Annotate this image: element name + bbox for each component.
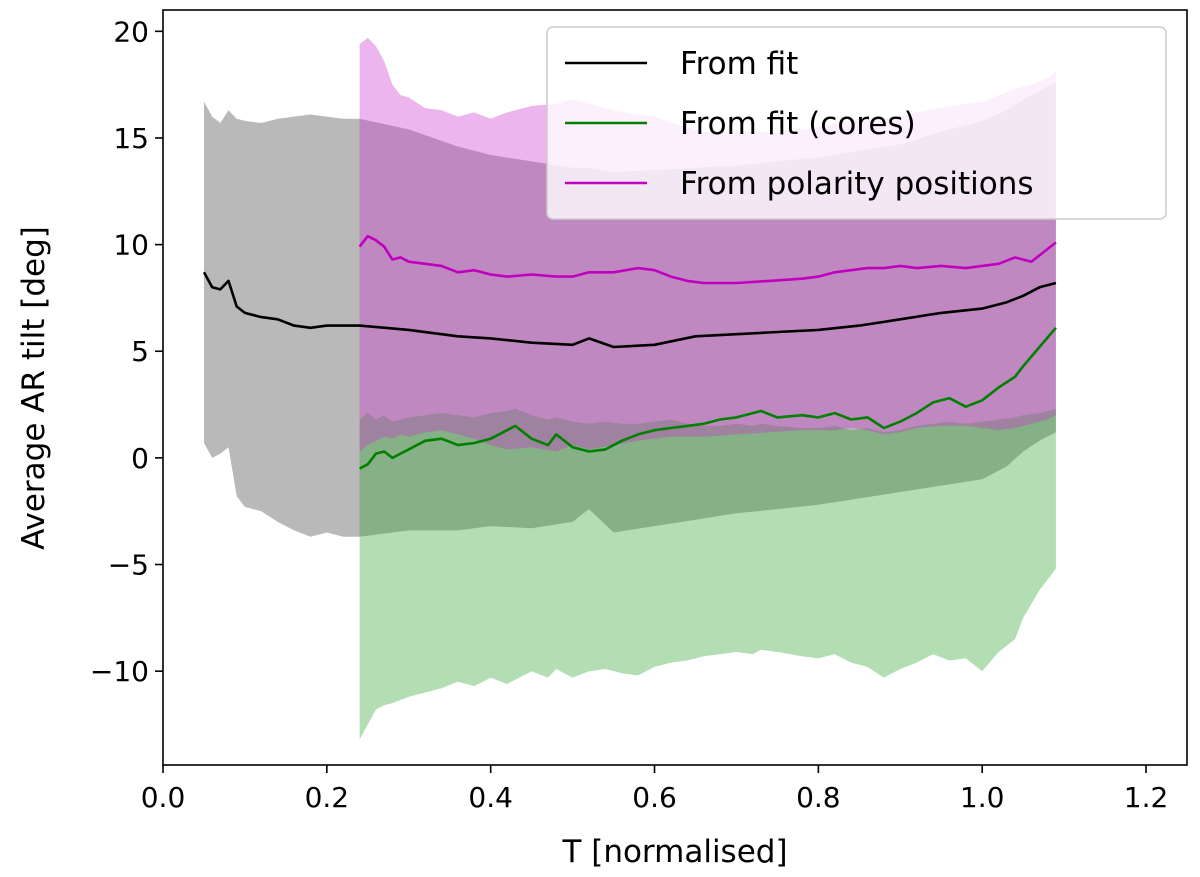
y-tick-label: 15 [113,122,149,155]
y-tick-label: 5 [131,335,149,368]
x-tick-label: 0.6 [632,781,677,814]
y-tick-label: 20 [113,15,149,48]
line-from-polarity-positions [358,234,1057,285]
legend-label-from-fit-cores: From fit (cores) [680,106,916,142]
x-tick-label: 1.0 [960,781,1005,814]
x-axis-label: T [normalised] [561,834,787,870]
legend-label-from-polarity-positions: From polarity positions [680,166,1034,202]
x-tick-label: 1.2 [1124,781,1169,814]
plot-frame [162,9,1188,766]
y-tick-label: 0 [131,442,149,475]
y-tick-label: −10 [90,655,149,688]
x-axis-ticks: 0.0 0.2 0.4 0.6 0.8 1.0 1.2 [141,765,1169,814]
y-tick-label: 10 [113,229,149,262]
y-tick-label: −5 [108,549,149,582]
legend-box [546,26,1167,220]
x-tick-label: 0.4 [468,781,513,814]
line-from-fit [202,271,1057,349]
legend-label-from-fit: From fit [680,46,798,82]
line-from-fit-cores [359,326,1057,470]
x-tick-label: 0.2 [305,781,350,814]
legend-items: From fit From fit (cores) From polarity po… [565,46,1034,202]
x-tick-label: 0.8 [796,781,841,814]
y-axis-ticks: −10 −5 0 5 10 15 20 [90,15,163,688]
x-tick-label: 0.0 [141,781,186,814]
band-from-fit-cores [359,408,1056,740]
series-lines [202,234,1057,470]
y-axis-label: Average AR tilt [deg] [16,226,52,550]
legend: From fit From fit (cores) From polarity po… [546,26,1167,220]
